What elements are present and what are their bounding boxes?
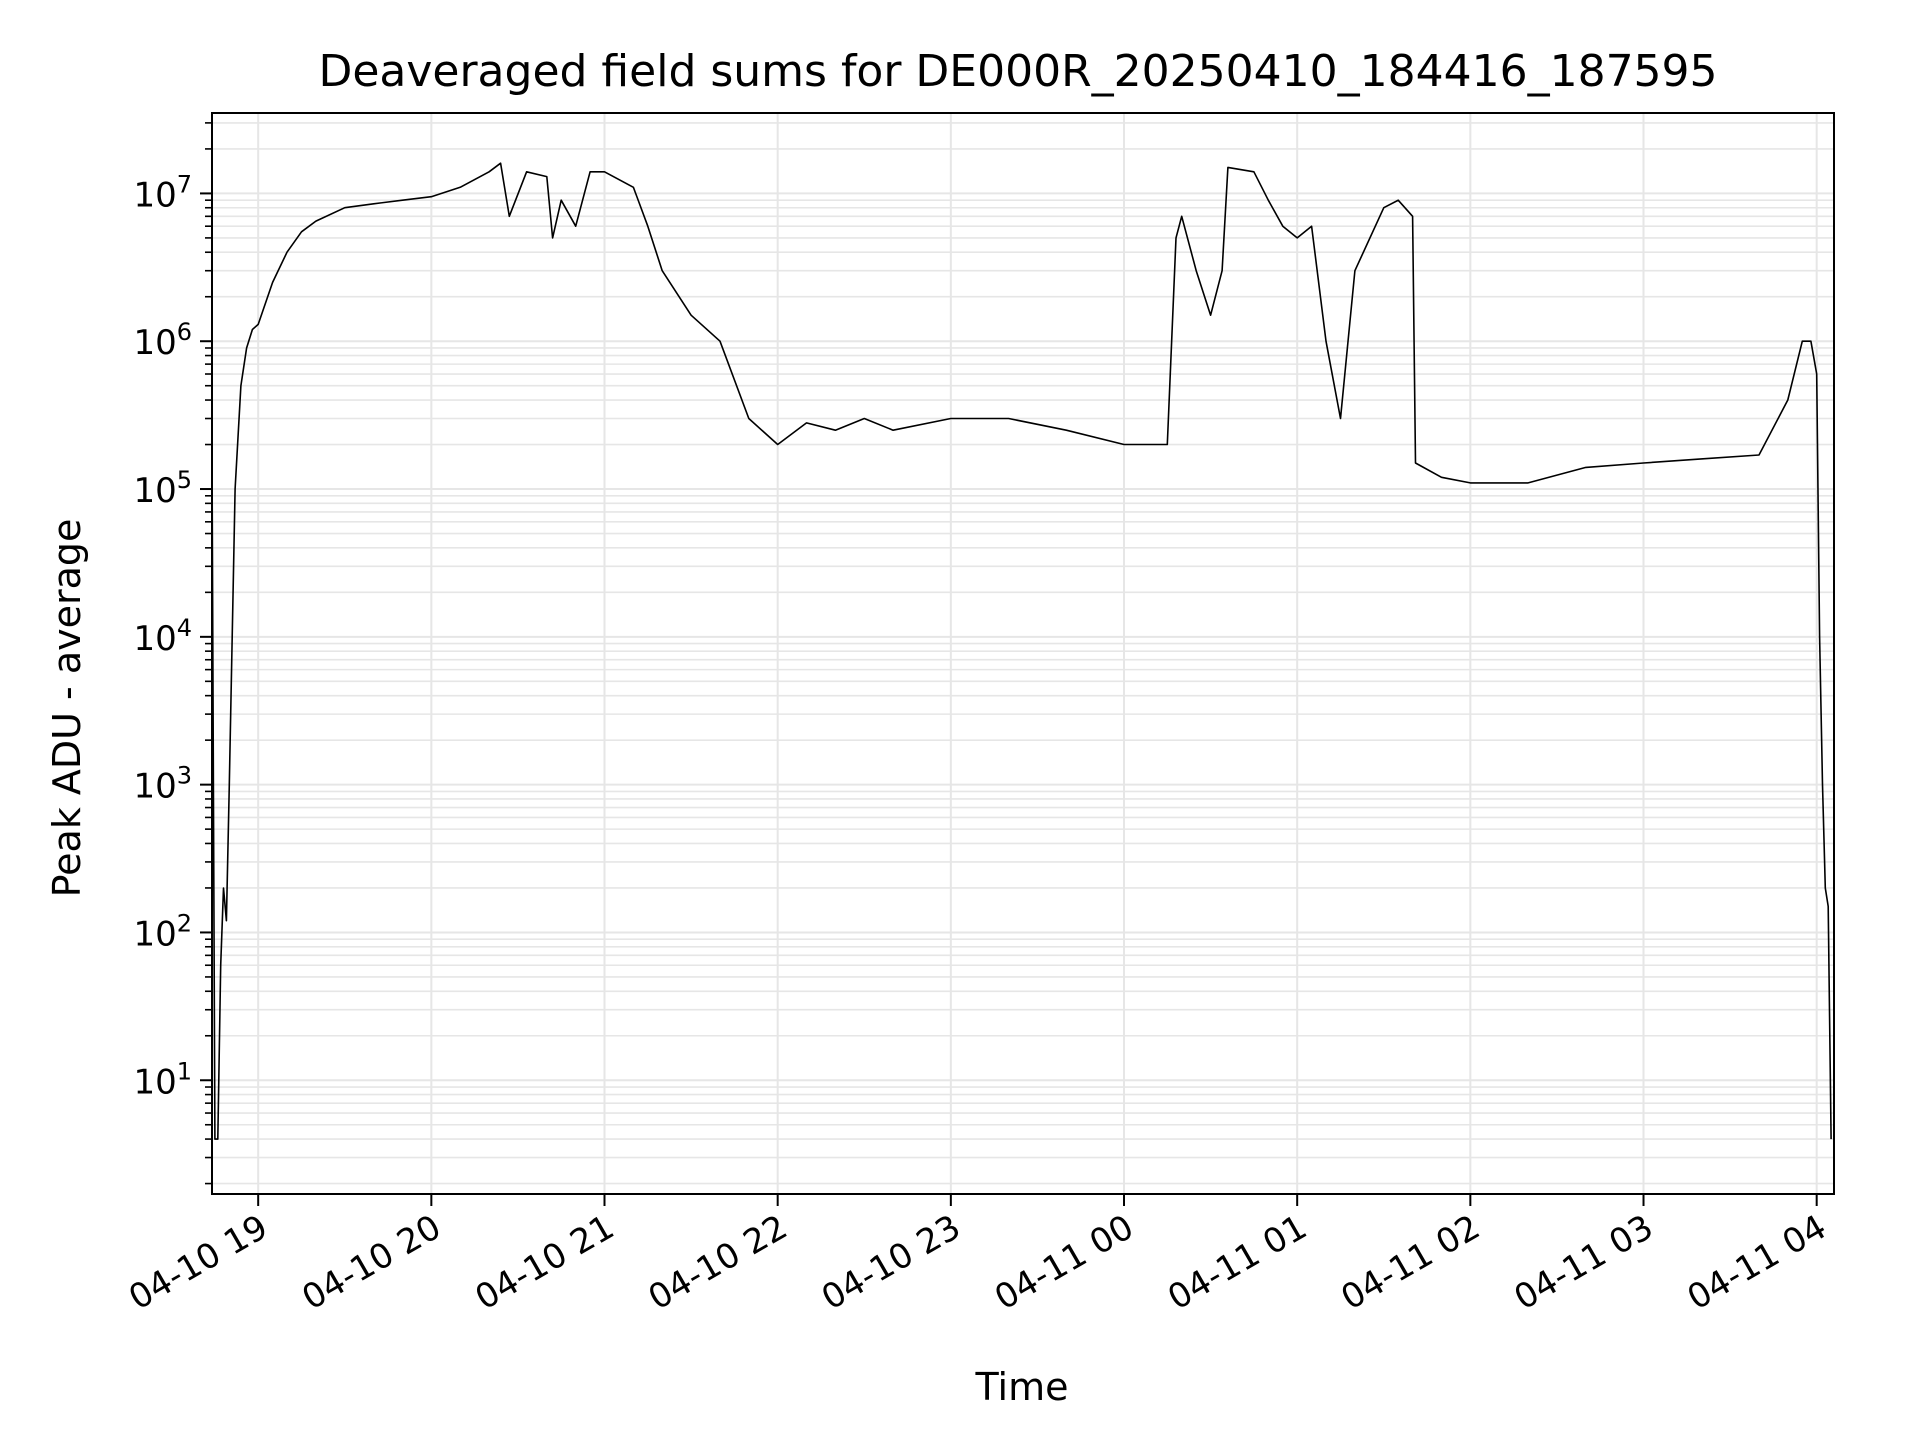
y-tick-label: 106 xyxy=(133,318,192,363)
x-axis-title: Time xyxy=(975,1365,1069,1409)
y-tick-label: 101 xyxy=(133,1057,192,1102)
y-tick-label: 105 xyxy=(133,466,192,511)
y-tick-label: 103 xyxy=(133,762,192,807)
series-layer xyxy=(211,162,1832,1140)
y-tick-label: 104 xyxy=(133,614,192,659)
y-tick-label: 102 xyxy=(133,909,192,954)
chart-title: Deaveraged field sums for DE000R_2025041… xyxy=(318,46,1717,97)
series-line xyxy=(211,162,1832,1140)
grid-lines xyxy=(212,113,1834,1194)
y-tick-label: 107 xyxy=(133,170,192,215)
y-axis-title: Peak ADU - average xyxy=(45,519,89,898)
plot-frame xyxy=(211,112,1835,1195)
y-axis: 101 102 103 104 105 106 107 xyxy=(133,122,212,1185)
